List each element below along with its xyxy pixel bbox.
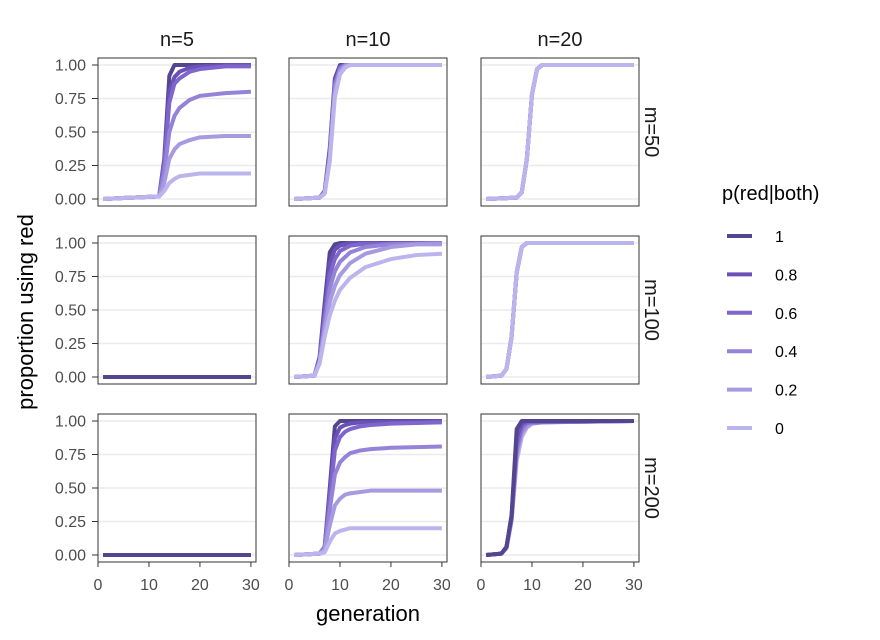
series-line-0 <box>485 241 634 379</box>
panel-m-200-n-20 <box>480 413 640 563</box>
series-line-0 <box>293 63 442 201</box>
x-tick-label: 30 <box>242 577 260 594</box>
y-tick-label: 0.00 <box>55 548 86 565</box>
panel-m-100-n-10 <box>288 235 448 385</box>
y-tick-label: 1.00 <box>55 58 86 75</box>
x-tick-label: 10 <box>140 577 158 594</box>
legend-label: 0 <box>775 421 784 438</box>
row-strip-label: m=50 <box>640 107 662 158</box>
series-line-0 <box>293 251 443 379</box>
column-strip-label: n=10 <box>345 29 390 51</box>
series-line-0 <box>103 171 251 201</box>
x-tick-label: 30 <box>433 577 451 594</box>
x-tick-label: 0 <box>285 577 294 594</box>
series-line-1 <box>485 419 634 557</box>
y-tick-label: 0.25 <box>55 158 86 175</box>
legend-item-0-8: 0.8 <box>727 267 797 284</box>
series-line-0 <box>486 63 634 201</box>
panel-m-200-n-10 <box>288 413 448 563</box>
x-tick-label: 0 <box>477 577 486 594</box>
y-tick-label: 0.25 <box>55 514 86 531</box>
legend-label: 0.4 <box>775 344 797 361</box>
column-strip-label: n=20 <box>537 29 582 51</box>
panel-m-50-n-10 <box>288 57 448 207</box>
panel-m-50-n-20 <box>480 57 640 207</box>
series-line-0 <box>293 526 442 557</box>
x-tick-label: 20 <box>574 577 592 594</box>
panel-border <box>288 235 448 385</box>
y-tick-label: 0.00 <box>55 370 86 387</box>
panel-m-50-n-5 <box>97 57 257 207</box>
panel-border <box>480 413 640 563</box>
panel-m-200-n-5 <box>97 413 257 563</box>
panel-m-100-n-5 <box>97 235 257 385</box>
y-tick-label: 1.00 <box>55 236 86 253</box>
y-tick-label: 0.50 <box>55 125 86 142</box>
facet-panels: n=5 n=10 n=20 m=50 m=100 m=200 0.00 0.25 0.50 0.7… <box>55 29 662 594</box>
legend-label: 0.6 <box>775 306 797 323</box>
y-tick-label: 1.00 <box>55 414 86 431</box>
panel-border <box>480 235 640 385</box>
y-tick-label: 0.50 <box>55 303 86 320</box>
panel-border <box>97 57 257 207</box>
row-strip-label: m=200 <box>640 457 662 519</box>
y-tick-label: 0.50 <box>55 481 86 498</box>
x-axis-title: generation <box>316 601 420 626</box>
legend-item-1: 1 <box>727 229 784 246</box>
x-tick-label: 20 <box>191 577 209 594</box>
legend-item-0-6: 0.6 <box>727 306 797 323</box>
panel-m-100-n-20 <box>480 235 640 385</box>
panel-border <box>97 413 257 563</box>
legend-item-0-4: 0.4 <box>727 344 797 361</box>
column-strip-label: n=5 <box>160 29 194 51</box>
panel-border <box>97 235 257 385</box>
x-tick-label: 10 <box>331 577 349 594</box>
panel-border <box>288 57 448 207</box>
y-tick-label: 0.75 <box>55 91 86 108</box>
legend-label: 1 <box>775 229 784 246</box>
x-tick-label: 0 <box>94 577 103 594</box>
panel-border <box>288 413 448 563</box>
panel-border <box>480 57 640 207</box>
y-axis-title: proportion using red <box>13 214 38 410</box>
legend: 1 0.8 0.6 0.4 0.2 0 <box>727 229 797 438</box>
row-strip-label: m=100 <box>640 279 662 341</box>
legend-label: 0.2 <box>775 383 797 400</box>
series-line-0-2 <box>103 134 251 201</box>
legend-item-0-2: 0.2 <box>727 383 797 400</box>
y-tick-label: 0.00 <box>55 192 86 209</box>
legend-item-0: 0 <box>727 421 784 438</box>
x-tick-label: 20 <box>382 577 400 594</box>
y-tick-label: 0.75 <box>55 269 86 286</box>
legend-title: p(red|both) <box>722 183 819 205</box>
x-tick-label: 30 <box>625 577 643 594</box>
legend-label: 0.8 <box>775 267 797 284</box>
y-tick-label: 0.75 <box>55 447 86 464</box>
x-tick-label: 10 <box>523 577 541 594</box>
y-tick-label: 0.25 <box>55 336 86 353</box>
